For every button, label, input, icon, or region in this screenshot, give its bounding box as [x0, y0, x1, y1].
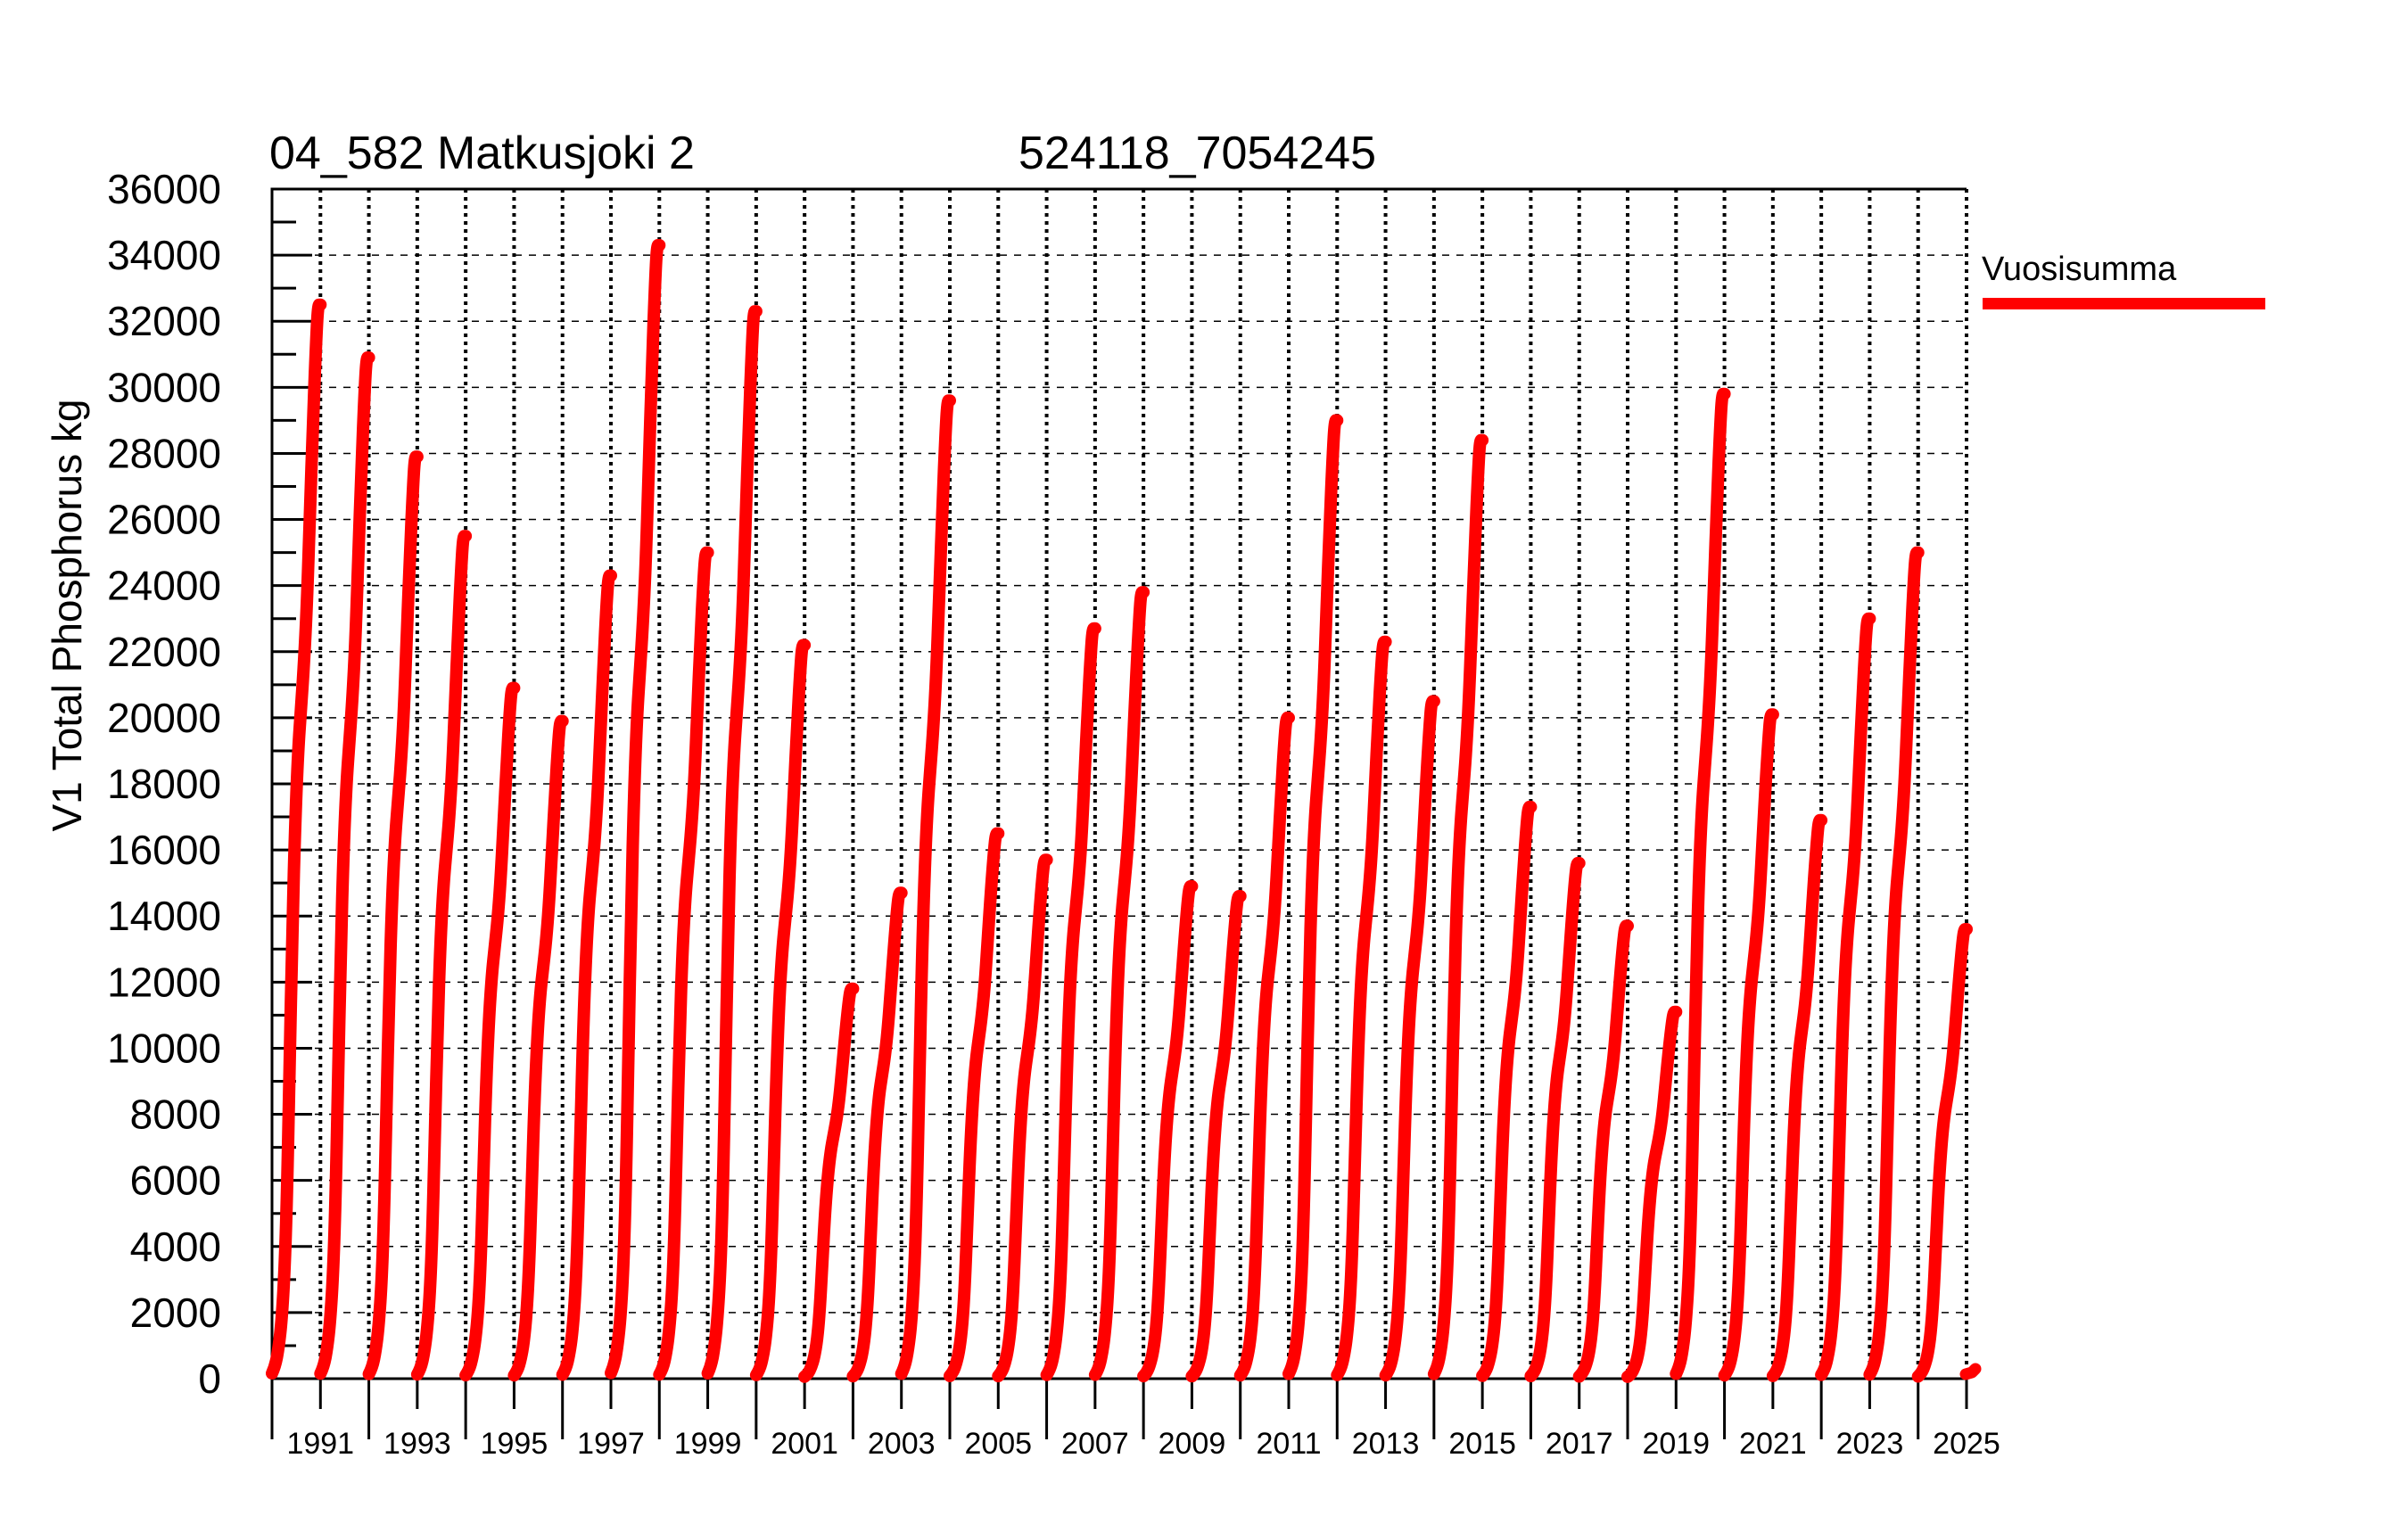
- year-curve-2002: [846, 886, 908, 1383]
- y-tick-label: 20000: [107, 695, 221, 741]
- year-curve-1999: [701, 305, 763, 1380]
- year-curve-1993: [410, 530, 473, 1381]
- year-curve-1996: [556, 569, 617, 1381]
- x-tick-label: 1999: [674, 1427, 742, 1461]
- year-curve-1998: [653, 546, 714, 1381]
- x-tick-label: 2003: [868, 1427, 936, 1461]
- year-curve-2022: [1815, 612, 1876, 1381]
- y-tick-label: 32000: [107, 298, 221, 344]
- legend-line-swatch: [1983, 298, 2265, 309]
- year-curve-2018: [1621, 1005, 1683, 1383]
- year-curve-1997: [605, 239, 666, 1380]
- x-tick-label: 2021: [1739, 1427, 1807, 1461]
- y-tick-label: 34000: [107, 232, 221, 278]
- y-tick-label: 30000: [107, 364, 221, 410]
- x-tick-label: 1991: [286, 1427, 354, 1461]
- x-tick-label: 2023: [1836, 1427, 1904, 1461]
- year-curve-2012: [1331, 635, 1392, 1381]
- x-tick-label: 2015: [1448, 1427, 1516, 1461]
- x-tick-label: 1997: [577, 1427, 645, 1461]
- year-curve-2008: [1137, 879, 1199, 1383]
- chart-subtitle-coordinates: 524118_7054245: [1018, 128, 1377, 179]
- year-curve-1991: [314, 351, 375, 1380]
- y-tick-label: 26000: [107, 497, 221, 543]
- y-tick-label: 22000: [107, 629, 221, 675]
- year-curve-1990: [266, 298, 327, 1380]
- x-tick-label: 2019: [1642, 1427, 1710, 1461]
- year-curve-2011: [1282, 414, 1344, 1380]
- y-tick-label: 8000: [130, 1092, 221, 1138]
- x-tick-label: 2017: [1546, 1427, 1613, 1461]
- x-tick-label: 1993: [383, 1427, 451, 1461]
- year-curve-1995: [507, 714, 569, 1382]
- y-tick-label: 28000: [107, 430, 221, 476]
- year-curve-2009: [1185, 890, 1247, 1383]
- year-curve-1992: [362, 450, 424, 1380]
- y-tick-label: 4000: [130, 1224, 221, 1270]
- year-curve-2023: [1863, 546, 1925, 1381]
- y-tick-label: 2000: [130, 1289, 221, 1336]
- year-curve-2014: [1427, 433, 1489, 1380]
- y-tick-label: 14000: [107, 893, 221, 939]
- y-tick-label: 10000: [107, 1025, 221, 1071]
- y-tick-label: 36000: [107, 166, 221, 212]
- year-curve-2000: [749, 639, 812, 1381]
- year-curve-2019: [1670, 387, 1731, 1380]
- y-tick-label: 12000: [107, 959, 221, 1005]
- year-curve-2003: [895, 394, 956, 1380]
- x-tick-label: 2025: [1933, 1427, 2000, 1461]
- year-curve-2016: [1524, 856, 1586, 1383]
- x-tick-label: 2009: [1159, 1427, 1226, 1461]
- year-curve-2021: [1766, 813, 1828, 1382]
- year-curve-2001: [798, 982, 860, 1383]
- year-curve-2006: [1040, 622, 1101, 1381]
- y-tick-label: 18000: [107, 761, 221, 807]
- year-curve-2024: [1911, 923, 1973, 1383]
- year-curve-2025: [1959, 1363, 1982, 1380]
- x-tick-label: 2011: [1256, 1427, 1321, 1461]
- x-tick-label: 2005: [964, 1427, 1032, 1461]
- year-curve-1994: [459, 681, 521, 1382]
- x-tick-label: 2013: [1352, 1427, 1420, 1461]
- year-curve-2007: [1088, 586, 1150, 1381]
- y-tick-label: 24000: [107, 563, 221, 609]
- year-curve-2004: [944, 827, 1005, 1382]
- y-tick-label: 6000: [130, 1158, 221, 1204]
- year-curve-2013: [1379, 695, 1440, 1382]
- y-tick-label: 16000: [107, 827, 221, 873]
- legend-label: Vuosisumma: [1982, 251, 2177, 288]
- chart-title: 04_582 Matkusjoki 2: [269, 128, 695, 179]
- x-tick-label: 1995: [481, 1427, 548, 1461]
- year-curve-2015: [1476, 800, 1538, 1382]
- year-curve-2010: [1233, 711, 1295, 1382]
- y-tick-label: 0: [198, 1355, 221, 1402]
- x-tick-label: 2001: [771, 1427, 838, 1461]
- x-tick-label: 2007: [1061, 1427, 1129, 1461]
- year-curve-2005: [992, 853, 1053, 1383]
- year-curve-2017: [1572, 919, 1634, 1383]
- year-curve-2020: [1718, 708, 1779, 1382]
